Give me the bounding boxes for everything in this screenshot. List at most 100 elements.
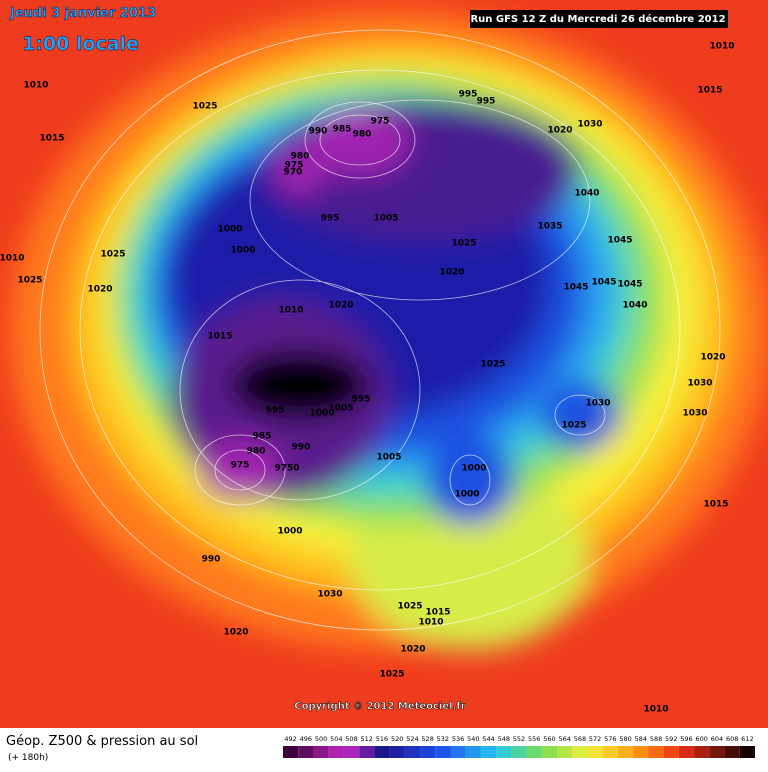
- colorbar-cell: [298, 746, 314, 758]
- pressure-label: 975: [231, 461, 250, 471]
- colorbar: 492 496 500 504 508 512 516 520 524 528 532 536 540 5…: [283, 735, 755, 758]
- pressure-label: 1025: [192, 102, 217, 112]
- pressure-label: 1025: [451, 239, 476, 249]
- pressure-label: 1010: [643, 705, 668, 715]
- pressure-label: 1030: [585, 399, 610, 409]
- pressure-label: 1015: [207, 332, 232, 342]
- pressure-label: 1000: [461, 464, 486, 474]
- pressure-label: 980: [353, 130, 372, 140]
- colorbar-label: 568: [574, 735, 586, 743]
- pressure-label: 1000: [454, 490, 479, 500]
- colorbar-label: 556: [528, 735, 540, 743]
- pressure-label: 985: [253, 432, 272, 442]
- pressure-label: 9750: [274, 464, 299, 474]
- colorbar-label: 500: [315, 735, 327, 743]
- colorbar-label: 492: [284, 735, 296, 743]
- colorbar-label: 564: [558, 735, 570, 743]
- pressure-label: 1025: [379, 670, 404, 680]
- pressure-label: 1000: [217, 225, 242, 235]
- colorbar-cell: [557, 746, 573, 758]
- colorbar-cell: [709, 746, 725, 758]
- pressure-label: 1010: [418, 618, 443, 628]
- colorbar-cell: [617, 746, 634, 758]
- colorbar-label: 588: [650, 735, 662, 743]
- date-label: Jeudi 3 janvier 2013: [9, 6, 156, 21]
- colorbar-label: 572: [589, 735, 601, 743]
- colorbar-cell: [420, 746, 436, 758]
- pressure-label: 1015: [703, 500, 728, 510]
- copyright: Copyright © 2012 Meteociel.fr: [294, 701, 465, 712]
- colorbar-cell: [648, 746, 664, 758]
- pressure-label: 1020: [223, 628, 248, 638]
- colorbar-cell: [359, 746, 375, 758]
- colorbar-label: 596: [680, 735, 692, 743]
- pressure-label: 1030: [687, 379, 712, 389]
- pressure-label: 1010: [23, 81, 48, 91]
- pressure-label: 1030: [682, 409, 707, 419]
- pressure-label: 1030: [577, 120, 602, 130]
- pressure-label: 1020: [700, 353, 725, 363]
- pressure-label: 975: [285, 161, 304, 171]
- pressure-label: 1000: [309, 409, 334, 419]
- colorbar-label: 516: [376, 735, 388, 743]
- pressure-label: 1000: [277, 527, 302, 537]
- pressure-label: 980: [247, 447, 266, 457]
- colorbar-cell: [283, 746, 299, 758]
- colorbar-label: 612: [741, 735, 753, 743]
- pressure-label: 1030: [317, 590, 342, 600]
- colorbar-cell: [389, 746, 405, 758]
- pressure-label: 1005: [373, 214, 398, 224]
- pressure-label: 1010: [0, 254, 25, 264]
- colorbar-cell: [313, 746, 329, 758]
- colorbar-cell: [511, 746, 527, 758]
- colorbar-label: 604: [711, 735, 723, 743]
- pressure-label: 1025: [397, 602, 422, 612]
- colorbar-cell: [572, 746, 588, 758]
- colorbar-cell: [633, 746, 649, 758]
- pressure-label: 1005: [328, 404, 353, 414]
- colorbar-cell: [404, 746, 421, 758]
- pressure-label: 1020: [87, 285, 112, 295]
- pressure-label: 995: [266, 406, 285, 416]
- colorbar-cell: [480, 746, 497, 758]
- run-label: Run GFS 12 Z du Mercredi 26 décembre 201…: [470, 13, 725, 25]
- pressure-label: 1025: [480, 360, 505, 370]
- pressure-label: 1000: [230, 246, 255, 256]
- pressure-label: 1040: [574, 189, 599, 199]
- colorbar-label: 540: [467, 735, 479, 743]
- colorbar-label: 508: [345, 735, 357, 743]
- pressure-label: 1020: [400, 645, 425, 655]
- pressure-label: 1005: [376, 453, 401, 463]
- pressure-label: 1045: [607, 236, 632, 246]
- colorbar-cell: [602, 746, 618, 758]
- colorbar-cell: [450, 746, 466, 758]
- time-label: 1:00 locale: [22, 33, 139, 55]
- footer-title: Géop. Z500 & pression au sol: [6, 734, 198, 749]
- colorbar-cell: [343, 746, 360, 758]
- pressure-label: 990: [292, 443, 311, 453]
- pressure-label: 1035: [537, 222, 562, 232]
- pressure-label: 1020: [439, 268, 464, 278]
- colorbar-label: 520: [391, 735, 403, 743]
- colorbar-cell: [663, 746, 679, 758]
- pressure-label: 985: [333, 125, 352, 135]
- pressure-label: 970: [284, 168, 303, 178]
- pressure-label: 995: [352, 395, 371, 405]
- colorbar-cell: [541, 746, 558, 758]
- colorbar-cell: [678, 746, 695, 758]
- pressure-label: 1010: [709, 42, 734, 52]
- pressure-label: 1045: [617, 280, 642, 290]
- pressure-label: 1045: [563, 283, 588, 293]
- pressure-label: 1020: [328, 301, 353, 311]
- pressure-label: 1025: [561, 421, 586, 431]
- pressure-label: 990: [202, 555, 221, 565]
- colorbar-cell: [435, 746, 451, 758]
- colorbar-label: 576: [604, 735, 616, 743]
- pressure-label: 1015: [39, 134, 64, 144]
- colorbar-label: 552: [513, 735, 525, 743]
- colorbar-label: 536: [452, 735, 464, 743]
- pressure-label: 1045: [591, 278, 616, 288]
